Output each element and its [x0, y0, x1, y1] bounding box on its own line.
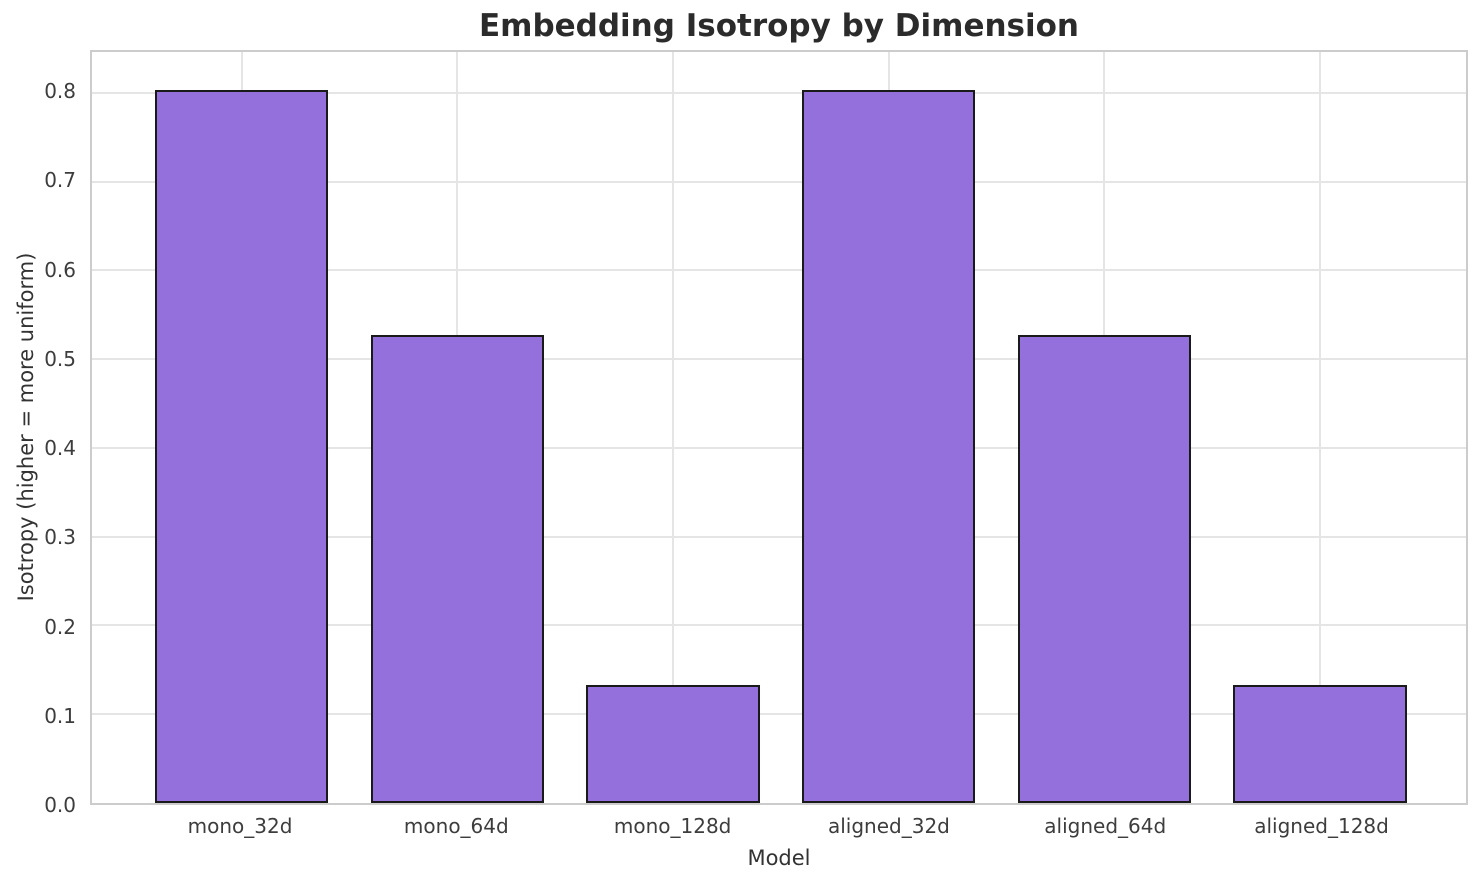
gridline-horizontal	[92, 446, 1466, 449]
gridline-horizontal	[92, 358, 1466, 361]
y-tick-label: 0.3	[44, 525, 76, 550]
gridline-horizontal	[92, 269, 1466, 272]
x-tick-label: mono_128d	[613, 814, 732, 838]
x-tick-label: mono_64d	[403, 814, 509, 838]
gridline-vertical	[1318, 52, 1321, 803]
x-tick-label: aligned_128d	[1254, 814, 1389, 838]
y-tick-label: 0.1	[44, 703, 76, 728]
y-tick-label: 0.2	[44, 614, 76, 639]
y-tick-label: 0.8	[44, 79, 76, 104]
x-tick-label: aligned_64d	[1044, 814, 1167, 838]
gridline-horizontal	[92, 624, 1466, 627]
chart-title: Embedding Isotropy by Dimension	[478, 8, 1080, 44]
gridline-horizontal	[92, 180, 1466, 183]
gridline-horizontal	[92, 713, 1466, 716]
gridline-horizontal	[92, 535, 1466, 538]
x-tick-label: mono_32d	[187, 814, 293, 838]
bar-mono_32d	[154, 90, 329, 803]
bar-aligned_128d	[1233, 684, 1407, 803]
y-tick-label: 0.5	[44, 346, 76, 371]
bar-mono_128d	[586, 684, 760, 803]
bar-aligned_32d	[801, 90, 976, 803]
gridline-horizontal	[92, 91, 1466, 94]
x-axis-label: Model	[747, 846, 811, 870]
bar-aligned_64d	[1017, 335, 1192, 803]
gridline-vertical	[671, 52, 674, 803]
y-tick-label: 0.4	[44, 436, 76, 461]
y-tick-label: 0.7	[44, 168, 76, 193]
bar-mono_64d	[370, 335, 544, 803]
plot-area	[90, 50, 1468, 805]
y-tick-label: 0.0	[44, 793, 76, 817]
x-tick-label: aligned_32d	[827, 814, 950, 838]
y-tick-label: 0.6	[44, 257, 76, 282]
